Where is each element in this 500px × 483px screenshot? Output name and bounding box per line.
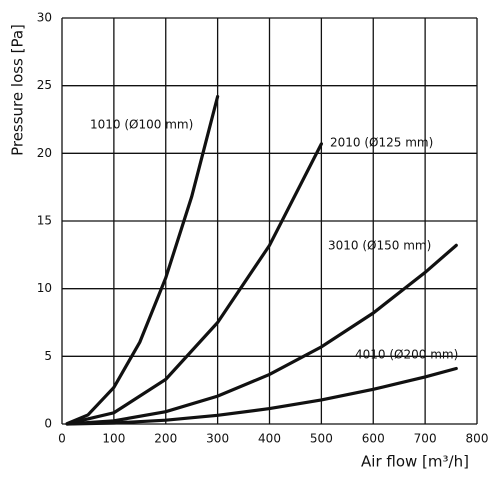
x-tick-label: 800 [466,432,489,446]
data-line [65,142,323,426]
y-tick-label: 20 [37,146,52,160]
series-label: 4010 (Ø200 mm) [355,348,458,362]
data-line [65,243,458,426]
y-axis-title: Pressure loss [Pa] [9,24,27,156]
series-label: 1010 (Ø100 mm) [90,118,193,132]
data-line [65,94,220,426]
series-label: 3010 (Ø150 mm) [328,239,431,253]
x-tick-label: 100 [102,432,125,446]
x-tick-label: 700 [414,432,437,446]
x-tick-label: 400 [258,432,281,446]
y-tick-label: 30 [37,11,52,25]
x-tick-label: 600 [362,432,385,446]
x-tick-label: 500 [310,432,333,446]
y-tick-label: 10 [37,281,52,295]
x-axis-title: Air flow [m³/h] [361,453,469,471]
y-tick-label: 15 [37,214,52,228]
series-label: 2010 (Ø125 mm) [330,136,433,150]
x-tick-label: 200 [154,432,177,446]
y-tick-label: 25 [37,78,52,92]
y-tick-label: 5 [44,349,52,363]
x-tick-label: 300 [206,432,229,446]
y-tick-label: 0 [44,417,52,431]
x-tick-label: 0 [58,432,66,446]
data-line [65,366,458,426]
